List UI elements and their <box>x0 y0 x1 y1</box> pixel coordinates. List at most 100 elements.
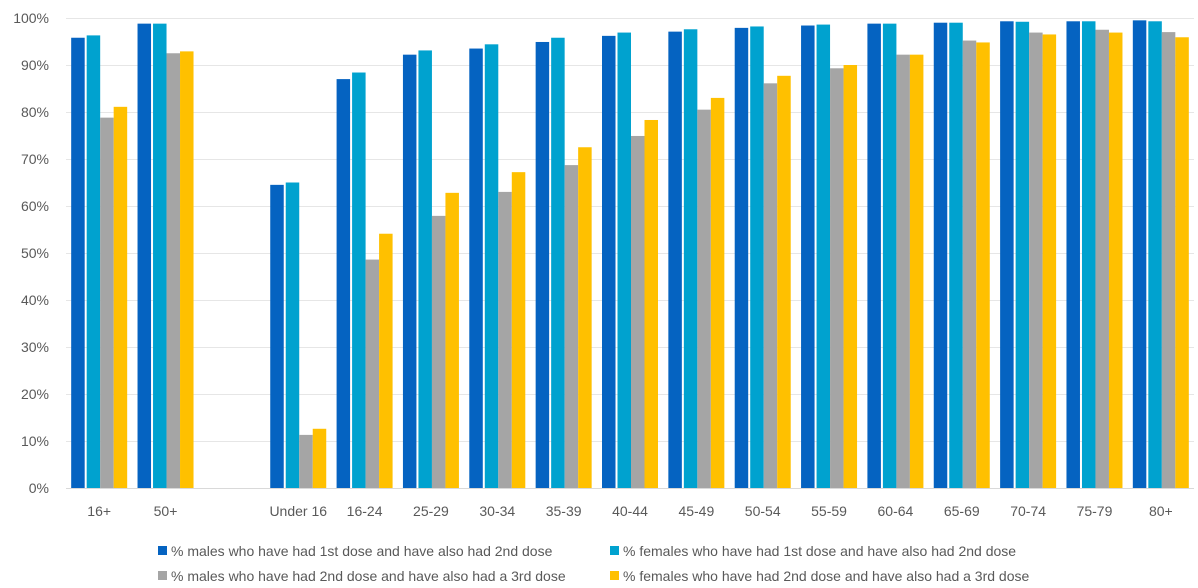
x-tick-label: 70-74 <box>1010 503 1046 519</box>
x-tick-label: 50+ <box>154 503 178 519</box>
legend-item-females-2nd-dose: % females who have had 1st dose and have… <box>610 543 1016 559</box>
bar <box>137 23 152 488</box>
bar <box>896 54 910 488</box>
bar <box>777 75 791 488</box>
bar <box>445 192 459 488</box>
bar <box>1029 32 1043 488</box>
bar <box>1015 21 1030 488</box>
bar <box>763 83 778 488</box>
bar <box>1148 21 1162 488</box>
bar <box>498 191 512 488</box>
bar <box>949 22 963 488</box>
bar <box>867 23 881 488</box>
bar <box>1108 32 1123 488</box>
bar <box>962 40 977 489</box>
legend-row-1: % males who have had 1st dose and have a… <box>158 538 1158 563</box>
y-tick-label: 70% <box>21 151 49 167</box>
bar <box>750 26 764 489</box>
y-tick-label: 90% <box>21 57 49 73</box>
bar <box>683 29 698 489</box>
bar <box>511 172 526 488</box>
bar <box>697 109 711 489</box>
legend-item-females-3rd-dose: % females who have had 2nd dose and have… <box>610 568 1029 584</box>
bar <box>909 54 924 488</box>
legend-label: % females who have had 2nd dose and have… <box>623 567 1030 584</box>
x-axis-ticks: 16+ 50+ Under 16 16-24 25-29 30-34 35-39 40-44 4… <box>87 503 1172 519</box>
y-tick-label: 0% <box>29 480 49 496</box>
bar <box>551 37 565 489</box>
bar <box>816 24 831 489</box>
bar <box>180 51 194 489</box>
bar <box>1161 32 1176 488</box>
x-tick-label: 16+ <box>87 503 111 519</box>
bar <box>1066 21 1080 488</box>
bar <box>535 41 550 488</box>
bar <box>578 147 592 488</box>
bar <box>1095 29 1109 488</box>
legend-swatch <box>158 571 167 580</box>
bar <box>299 434 313 488</box>
bar <box>365 259 380 488</box>
bar <box>801 25 815 489</box>
x-tick-label: 45-49 <box>678 503 714 519</box>
x-tick-label: 60-64 <box>878 503 914 519</box>
legend-swatch <box>158 546 167 555</box>
y-tick-label: 100% <box>13 10 49 26</box>
y-tick-label: 80% <box>21 104 49 120</box>
x-tick-label: 50-54 <box>745 503 781 519</box>
bar <box>933 22 948 488</box>
y-tick-label: 60% <box>21 198 49 214</box>
bar <box>644 119 658 489</box>
bar <box>431 215 446 488</box>
bar <box>710 97 725 489</box>
bar <box>469 48 483 489</box>
bar <box>617 32 631 488</box>
y-tick-label: 50% <box>21 245 49 261</box>
bar <box>564 165 579 489</box>
bar <box>71 37 85 489</box>
x-tick-label: 75-79 <box>1077 503 1113 519</box>
bar <box>418 50 432 489</box>
bar <box>285 182 300 488</box>
bar <box>1175 37 1189 489</box>
legend-label: % females who have had 1st dose and have… <box>623 542 1017 559</box>
legend: % males who have had 1st dose and have a… <box>158 538 1158 588</box>
x-tick-label: 80+ <box>1149 503 1173 519</box>
x-tick-label: Under 16 <box>269 503 327 519</box>
bar <box>166 53 181 488</box>
bar <box>336 79 351 488</box>
bar <box>734 27 749 489</box>
x-tick-label: 25-29 <box>413 503 449 519</box>
legend-swatch <box>610 571 619 580</box>
bar <box>1042 34 1057 488</box>
x-tick-label: 65-69 <box>944 503 980 519</box>
bar <box>843 65 858 488</box>
bar <box>86 35 101 488</box>
bar <box>352 72 366 489</box>
y-tick-label: 20% <box>21 386 49 402</box>
bar <box>153 23 167 488</box>
y-axis-ticks: 0% 10% 20% 30% 40% 50% 60% 70% 80% 90% 100% <box>13 10 49 496</box>
bar <box>100 117 114 488</box>
bar <box>1000 21 1014 488</box>
x-tick-label: 16-24 <box>347 503 383 519</box>
legend-item-males-3rd-dose: % males who have had 2nd dose and have a… <box>158 568 610 584</box>
x-tick-label: 30-34 <box>479 503 515 519</box>
bar <box>631 135 645 488</box>
bar <box>312 428 327 488</box>
bar <box>830 68 844 488</box>
y-tick-label: 40% <box>21 292 49 308</box>
y-tick-label: 10% <box>21 433 49 449</box>
legend-row-2: % males who have had 2nd dose and have a… <box>158 563 1158 588</box>
bar <box>1132 20 1147 488</box>
bar <box>484 44 499 488</box>
bar <box>602 35 616 489</box>
bar <box>379 233 393 488</box>
y-tick-label: 30% <box>21 339 49 355</box>
bar <box>113 106 128 488</box>
bar <box>270 184 284 488</box>
bar <box>976 42 990 488</box>
x-tick-label: 40-44 <box>612 503 648 519</box>
legend-swatch <box>610 546 619 555</box>
bar <box>402 54 417 488</box>
